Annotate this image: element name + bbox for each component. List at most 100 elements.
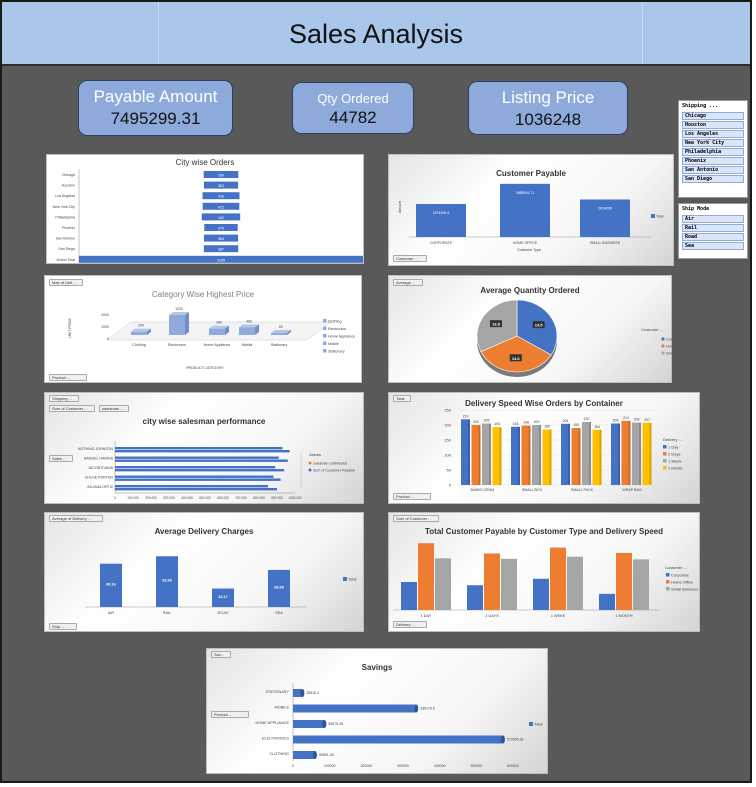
shipping-city-slicer[interactable]: Shipping ... Chicago Houston Los Angeles Ne… [678, 100, 748, 198]
tick-label: 200 [444, 423, 451, 428]
savings-chart[interactable]: 0 100000 200000 300000 400000 500000 600000 STA… [206, 648, 548, 774]
bar [202, 202, 240, 210]
bar [203, 181, 239, 189]
slicer-item[interactable]: Phoenix [682, 157, 744, 165]
tick-label: 0 [449, 483, 452, 488]
savings-filter-button[interactable]: Sav... [211, 651, 231, 658]
slicer-item[interactable]: Sea [682, 242, 744, 250]
customer-filter-button[interactable]: Customer ... [393, 255, 427, 262]
category-label: Philadelphia [55, 215, 75, 219]
category-label: SAMUEL HARRIS [84, 457, 114, 461]
slicer-item[interactable]: Air [682, 215, 744, 223]
city-orders-chart[interactable]: Chicago 390 Houston 383 Los Angeles 416 New Yo… [46, 154, 364, 264]
sales-filter-button[interactable]: Sales ... [49, 455, 73, 462]
product-filter-button[interactable]: Product ... [49, 374, 87, 381]
chart-plot: 1 DAY 2 DAYS 1 WEEK 1 MONTH Customer ... Corp… [393, 543, 698, 618]
data-label: 60 [279, 325, 283, 329]
slicer-item[interactable]: San Diego [682, 175, 744, 183]
avg-quantity-chart[interactable]: 14.5 14.6 13.8 Customer ...Corporate Home Of… [388, 275, 673, 383]
data-label: 208 [634, 418, 640, 422]
legend-swatch [651, 214, 655, 218]
tick-label: 100 [444, 453, 451, 458]
sum-filter-button[interactable]: Sum of Customer ... [393, 515, 439, 522]
data-label-box [509, 354, 522, 362]
tick-label: 900 000 [271, 496, 283, 500]
slicer-item[interactable]: Road [682, 233, 744, 241]
bar-shade [468, 419, 470, 485]
category-label: New York City [53, 205, 76, 209]
bar [203, 245, 239, 253]
kpi-payable-label: Payable Amount [93, 87, 218, 106]
bar [461, 419, 470, 485]
measure-filter-button[interactable]: Max of Unit ... [49, 279, 83, 286]
legend-label: Small Business [666, 351, 673, 356]
sum-filter-button[interactable]: Sum of Customer ... [49, 405, 95, 412]
delivery-speed-chart[interactable]: 0 50 100 150 200 250 219 200 205 193 JUMBO DRUM 194… [388, 392, 700, 504]
bar-top [131, 328, 151, 332]
delivery-charges-chart[interactable]: 80.16 AIR 93.96 RAIL 34.17 ROAD 68.65 SEA Total … [44, 512, 364, 632]
slicer-item[interactable]: Los Angeles [682, 130, 744, 138]
axis-title: PRODUCT CATEGORY [186, 366, 224, 370]
tick-label: 400000 [434, 764, 446, 768]
average-filter-button[interactable]: Average of Delivery ... [49, 515, 103, 522]
data-label: 14.6 [512, 356, 521, 361]
slicer-item[interactable]: Philadelphia [682, 148, 744, 156]
chart-title: City wise Orders [175, 158, 235, 167]
legend-label: Stationary [328, 350, 345, 354]
customer-type-speed-chart[interactable]: 1 DAY 2 DAYS 1 WEEK 1 MONTH Customer ... Corp… [388, 512, 700, 632]
chart-plot: 80.16 AIR 93.96 RAIL 34.17 ROAD 68.65 SEA Total [85, 556, 357, 615]
legend-swatch [343, 577, 347, 581]
ship-filter-button[interactable]: Ship ... [49, 623, 77, 630]
tick-label: 100 000 [127, 496, 139, 500]
tick-label: 300 000 [163, 496, 175, 500]
bar [293, 735, 503, 744]
bar [567, 556, 583, 610]
shipping-filter-button[interactable]: Shipping ... [49, 395, 79, 402]
legend-label: Small Business [671, 587, 698, 592]
chart-title: city wise salesman performance [142, 417, 266, 426]
bar [131, 331, 147, 335]
chart-plot: 0 50 100 150 200 250 219 200 205 193 JUMBO DRUM 194… [444, 408, 682, 493]
bar [484, 553, 500, 610]
data-label: 200 [534, 420, 540, 424]
category-label: Chicago [62, 173, 75, 177]
data-label: 432 [218, 216, 224, 220]
salesman-performance-chart[interactable]: 0 100 000 200 000 300 000 400 000 500 000 600 … [44, 392, 364, 504]
slicer-item[interactable]: San Antonio [682, 166, 744, 174]
bar-cap [312, 751, 317, 759]
header-bar: Sales Analysis [2, 2, 750, 66]
delivery-filter-button[interactable]: Delivery ... [393, 621, 427, 628]
legend-title: Customer ... [641, 327, 663, 332]
bar [293, 751, 315, 759]
bar-top [271, 330, 291, 333]
category-price-chart[interactable]: 0 1000 2000 UNIT PRICE 200 Clothing 1200 Electr… [44, 275, 362, 383]
bar [271, 333, 287, 335]
data-label: 205 [613, 419, 619, 423]
data-label: 460 [246, 319, 252, 323]
category-label: Grand Total [56, 258, 75, 262]
slicer-item[interactable]: Chicago [682, 112, 744, 120]
total-filter-button[interactable]: Total [393, 395, 411, 402]
bar-cap [500, 735, 505, 744]
legend-label: Corporate [671, 573, 690, 578]
salesman-filter-button[interactable]: salesman ... [99, 405, 129, 412]
average-filter-button[interactable]: Average ... [393, 279, 423, 286]
bar [580, 199, 630, 237]
bar [115, 459, 288, 462]
bar [616, 552, 632, 610]
product-filter-button[interactable]: Product ... [211, 711, 249, 718]
bar-top [239, 324, 259, 328]
bar-shade [518, 426, 520, 485]
legend-swatch [323, 341, 327, 345]
customer-payable-chart[interactable]: Amount 2474926.6 CORPORATE 3985916.71 HOME O… [388, 154, 674, 266]
category-label: San Antonio [56, 237, 75, 241]
slicer-item[interactable]: Rail [682, 224, 744, 232]
product-filter-button[interactable]: Product ... [393, 493, 431, 500]
slicer-item[interactable]: Houston [682, 121, 744, 129]
bar [115, 456, 279, 459]
data-label: 190 [573, 423, 579, 427]
ship-mode-slicer[interactable]: Ship Mode Air Rail Road Sea [678, 203, 748, 259]
slicer-item[interactable]: New York City [682, 139, 744, 147]
chart-plot: Amount 2474926.6 CORPORATE 3985916.71 HOME O… [398, 183, 664, 252]
category-label: Home Appliance [204, 343, 231, 347]
